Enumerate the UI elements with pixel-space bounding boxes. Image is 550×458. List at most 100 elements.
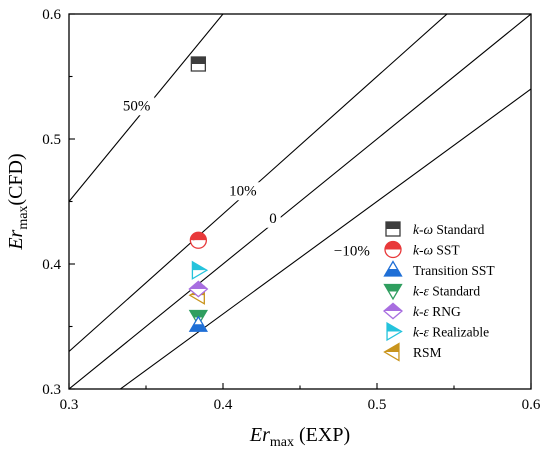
legend-marker-outline [382, 302, 404, 320]
legend-label-rest: Standard [433, 222, 485, 237]
y-tick-label: 0.3 [42, 382, 61, 398]
data-point-outline [189, 231, 208, 249]
y-axis-title: Ermax(CFD) [5, 153, 31, 250]
data-point-outline [190, 56, 207, 72]
reference-line [69, 14, 531, 389]
legend-marker-outline [386, 321, 403, 342]
x-tick-label: 0.5 [368, 397, 387, 413]
legend-marker-outline [383, 260, 403, 277]
legend-label-italic: k-ε [413, 304, 429, 319]
legend-marker-outline [383, 283, 403, 301]
legend-label: k-ω SST [413, 243, 460, 258]
x-tick-label: 0.6 [522, 397, 541, 413]
data-point-outline [188, 315, 208, 332]
reference-label-bg [329, 242, 374, 261]
legend-marker-fill [385, 241, 401, 250]
data-point [188, 315, 208, 332]
legend-marker [386, 321, 403, 342]
legend-marker-fill [384, 268, 402, 276]
data-point-blank [191, 64, 206, 71]
data-point-top [194, 316, 203, 324]
legend-marker [383, 260, 403, 277]
reference-label-bg [225, 182, 261, 201]
legend-marker [383, 342, 400, 362]
data-point-fill [189, 324, 207, 332]
data-point [188, 280, 209, 298]
legend-marker [382, 302, 404, 320]
y-tick-label: 0.6 [42, 7, 61, 23]
plot-area: 50% 10% 0 −10% [69, 14, 531, 389]
legend-marker [384, 240, 402, 259]
data-point-blank [189, 289, 208, 297]
legend-item: Transition SST [383, 260, 495, 278]
legend-label-rest: Standard [429, 284, 481, 299]
legend-marker-outline [383, 342, 400, 362]
legend-label-rest: RSM [413, 345, 442, 360]
data-point-fill [190, 232, 207, 241]
legend-marker-blank [385, 249, 401, 258]
legend-marker-outline [384, 240, 402, 259]
data-point [191, 260, 209, 280]
data-point-outline [188, 280, 209, 298]
data-point [190, 56, 207, 72]
legend-marker-fill [384, 303, 402, 311]
y-axis-title-suffix: (CFD) [5, 153, 27, 205]
legend-label-rest: RNG [429, 304, 461, 319]
legend-label: k-ε Realizable [413, 325, 489, 340]
legend-item: k-ω Standard [385, 221, 485, 237]
legend-item: k-ε Standard [383, 283, 480, 301]
legend-marker-outline [385, 221, 401, 237]
reference-line [69, 14, 448, 352]
y-axis-title-main: Er [5, 229, 27, 250]
legend-item: k-ε Realizable [386, 321, 489, 342]
legend-label: Transition SST [413, 263, 495, 278]
x-axis-title-sub: max [270, 435, 294, 450]
legend-label: RSM [413, 345, 442, 360]
legend-label-italic: k-ω [413, 243, 433, 258]
legend-label-italic: k-ω [413, 222, 433, 237]
legend-label-italic: k-ε [413, 325, 429, 340]
legend-marker-fill [384, 284, 402, 292]
reference-line-label: 50% [123, 98, 150, 114]
y-tick-label: 0.4 [42, 257, 61, 273]
legend-label: k-ε Standard [413, 284, 480, 299]
reference-line [119, 88, 531, 389]
x-axis-title-main: Er [249, 424, 270, 446]
legend-marker-fill [386, 222, 400, 229]
legend-marker-blank [386, 229, 400, 236]
x-tick-label: 0.3 [60, 397, 79, 413]
data-point-fill [189, 281, 208, 289]
legend-item: k-ε RNG [382, 302, 461, 320]
legend-label: k-ε RNG [413, 304, 461, 319]
x-axis-title-suffix: (EXP) [294, 424, 350, 446]
legend-marker-top [388, 261, 398, 269]
data-point-blank [190, 240, 207, 249]
legend-label: k-ω Standard [413, 222, 485, 237]
data-points [188, 56, 209, 332]
data-point [189, 231, 208, 249]
data-point-fill [191, 57, 206, 64]
reference-line-label: −10% [334, 243, 370, 259]
reference-lines [69, 14, 531, 389]
reference-label-bg [265, 209, 281, 228]
legend-marker-blank [384, 311, 402, 319]
legend-item: RSM [383, 342, 442, 362]
data-point-fill [189, 310, 207, 318]
legend-marker [383, 283, 403, 301]
x-tick-label: 0.4 [214, 397, 233, 413]
legend-marker-blank [388, 291, 398, 299]
y-tick-label: 0.5 [42, 132, 61, 148]
reference-label-bg [118, 97, 155, 116]
reference-line-label: 0 [269, 211, 277, 227]
legend-marker [385, 221, 401, 237]
legend-label-italic: k-ε [413, 284, 429, 299]
x-axis-title: Ermax (EXP) [249, 424, 350, 450]
legend-label-rest: Realizable [429, 325, 489, 340]
data-point-outline [191, 260, 209, 280]
data-point-outline [188, 309, 208, 327]
y-axis-title-sub: max [16, 206, 31, 230]
legend-label-rest: SST [433, 243, 460, 258]
